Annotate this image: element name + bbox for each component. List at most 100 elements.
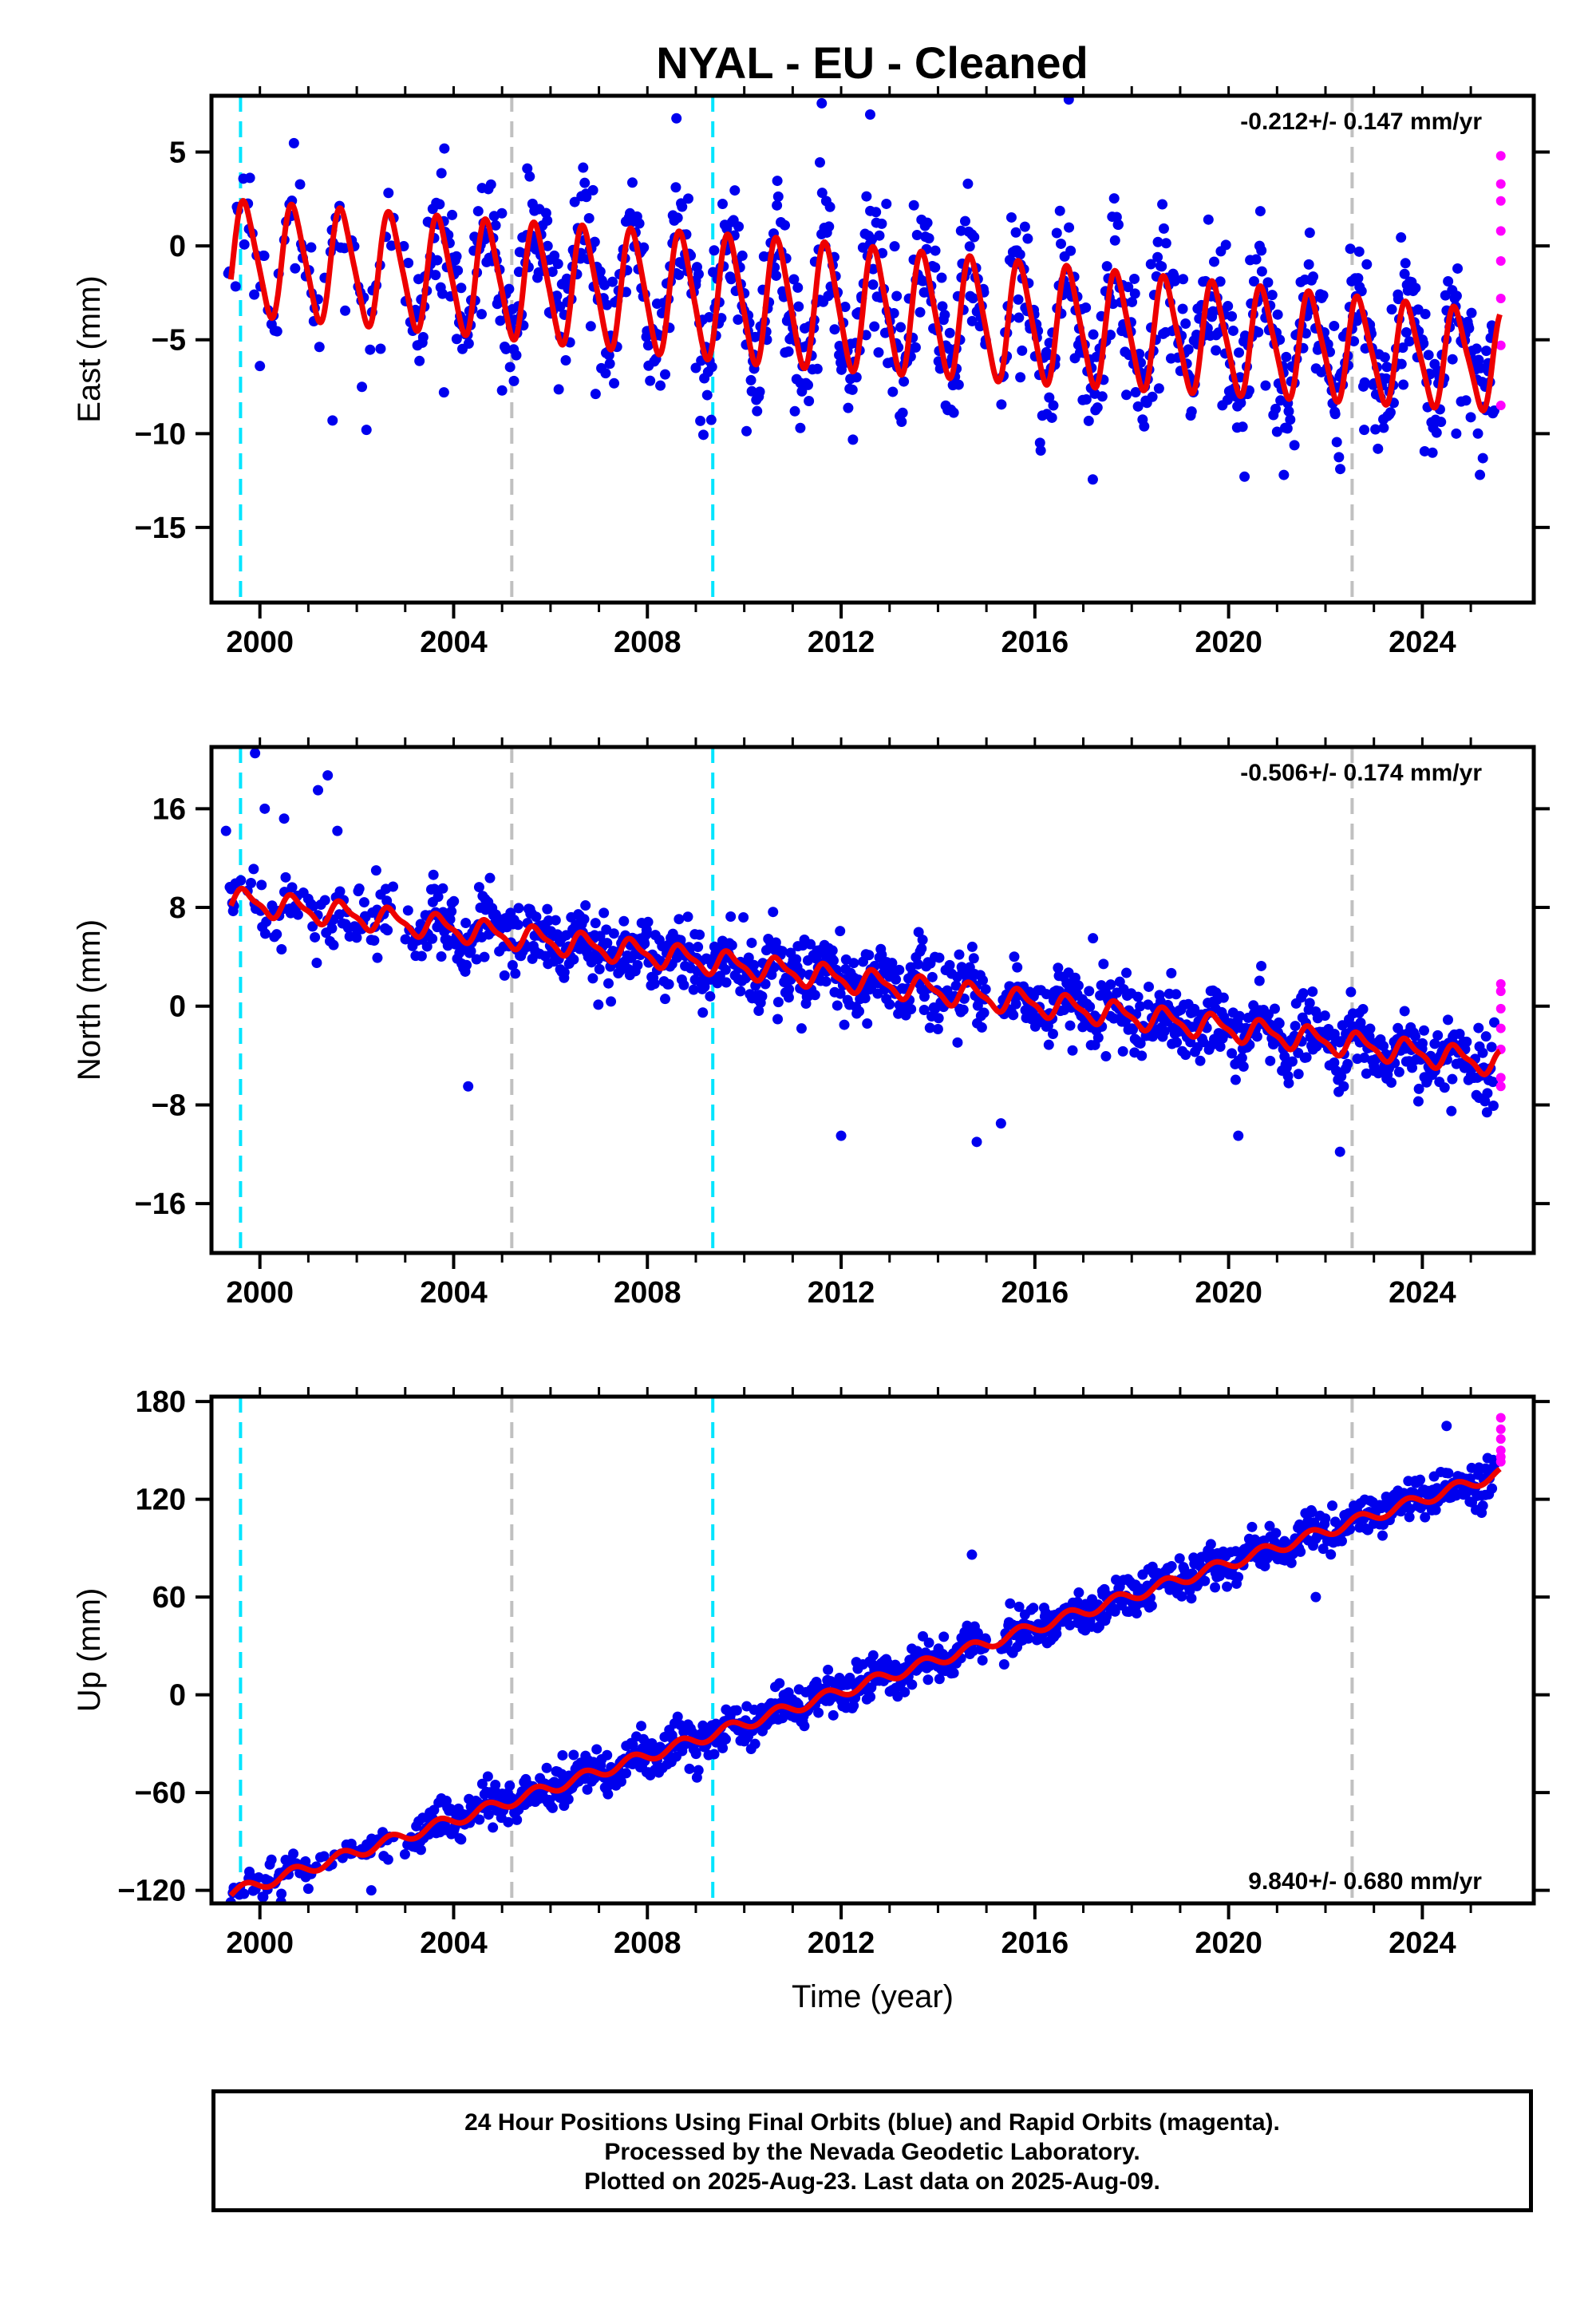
final-point xyxy=(754,386,765,397)
final-point xyxy=(1399,268,1410,279)
final-point xyxy=(922,1674,934,1686)
final-point xyxy=(1145,259,1156,270)
final-point xyxy=(887,386,899,397)
final-point xyxy=(1233,1571,1244,1583)
final-point xyxy=(978,974,989,986)
final-point xyxy=(402,905,413,916)
final-point xyxy=(1270,403,1282,414)
final-point xyxy=(1044,392,1055,403)
final-point xyxy=(1290,1021,1301,1032)
final-point xyxy=(749,959,760,970)
final-point xyxy=(695,415,706,426)
final-point xyxy=(1396,232,1407,243)
x-tick-label: 2000 xyxy=(226,1927,294,1960)
final-point xyxy=(897,407,908,418)
final-point xyxy=(1131,1608,1142,1619)
final-point xyxy=(915,306,926,318)
final-point xyxy=(638,242,650,253)
final-point xyxy=(1378,1041,1389,1052)
final-point xyxy=(655,380,666,391)
final-point xyxy=(1477,453,1488,464)
final-point xyxy=(1100,1051,1112,1062)
east-panel: 2000 2004 2008 2012 2016 2020 2024 5 0 −5 −10 −15 Ea… xyxy=(72,86,1550,659)
final-point xyxy=(788,274,800,285)
final-point xyxy=(461,959,472,970)
final-point xyxy=(437,288,448,299)
final-point xyxy=(1092,1032,1104,1043)
final-point xyxy=(814,157,825,168)
outlier-point xyxy=(816,97,828,109)
final-point xyxy=(1005,1598,1016,1609)
final-point xyxy=(1180,318,1191,329)
final-point xyxy=(848,958,859,969)
final-point xyxy=(772,176,783,187)
final-point xyxy=(615,965,626,976)
final-point xyxy=(547,1802,558,1813)
y-tick-label: 0 xyxy=(169,230,186,263)
final-point xyxy=(436,168,447,179)
final-point xyxy=(593,999,604,1010)
outlier-point xyxy=(1233,1130,1244,1141)
final-point xyxy=(632,959,643,970)
final-point xyxy=(488,1822,499,1833)
rapid-point xyxy=(1495,226,1506,236)
final-point xyxy=(1293,1069,1304,1080)
final-point xyxy=(1073,1587,1084,1599)
final-point xyxy=(1013,1601,1025,1612)
final-point xyxy=(1218,992,1229,1003)
final-point xyxy=(1147,391,1158,402)
final-point xyxy=(1014,249,1025,260)
final-point xyxy=(881,198,892,209)
final-point xyxy=(812,363,823,374)
final-point xyxy=(1199,1575,1211,1587)
final-point xyxy=(918,275,929,287)
final-point xyxy=(911,229,922,240)
final-point xyxy=(606,996,617,1007)
final-point xyxy=(1410,283,1421,294)
final-point xyxy=(271,929,282,940)
final-point xyxy=(504,283,515,294)
final-point xyxy=(851,372,862,383)
up-final-points xyxy=(225,1421,1500,1903)
final-point xyxy=(1248,275,1259,287)
final-point xyxy=(1239,471,1250,482)
final-point xyxy=(1253,326,1264,338)
final-point xyxy=(306,242,317,253)
final-point xyxy=(541,1762,552,1773)
final-point xyxy=(1304,998,1315,1009)
final-point xyxy=(1487,1483,1498,1494)
final-point xyxy=(809,990,820,1001)
final-point xyxy=(862,1018,873,1030)
final-point xyxy=(839,302,851,313)
final-point xyxy=(962,178,974,189)
final-point xyxy=(1335,1036,1346,1047)
final-point xyxy=(693,268,704,279)
final-point xyxy=(553,384,564,395)
north-final-points xyxy=(220,748,1500,1157)
final-point xyxy=(1262,277,1274,288)
final-point xyxy=(1186,406,1197,417)
final-point xyxy=(1289,440,1300,451)
final-point xyxy=(433,891,444,903)
final-point xyxy=(1377,1530,1388,1541)
final-point xyxy=(848,1700,859,1711)
final-point xyxy=(318,1851,330,1862)
final-point xyxy=(958,1004,969,1015)
rapid-point xyxy=(1495,1456,1506,1467)
final-point xyxy=(1174,1553,1185,1564)
final-point xyxy=(568,1749,579,1761)
north-rapid-points xyxy=(1495,978,1506,1092)
final-point xyxy=(847,434,859,445)
final-point xyxy=(1183,344,1194,355)
final-point xyxy=(867,279,879,290)
final-point xyxy=(382,925,393,936)
x-tick-label: 2008 xyxy=(614,1927,681,1960)
final-point xyxy=(456,283,467,294)
final-point xyxy=(1329,1057,1340,1069)
final-point xyxy=(1420,309,1431,320)
final-point xyxy=(772,1014,784,1025)
final-point xyxy=(434,199,445,210)
outlier-point xyxy=(1441,1421,1452,1432)
final-point xyxy=(916,943,927,954)
x-tick-label: 2024 xyxy=(1389,1927,1456,1960)
